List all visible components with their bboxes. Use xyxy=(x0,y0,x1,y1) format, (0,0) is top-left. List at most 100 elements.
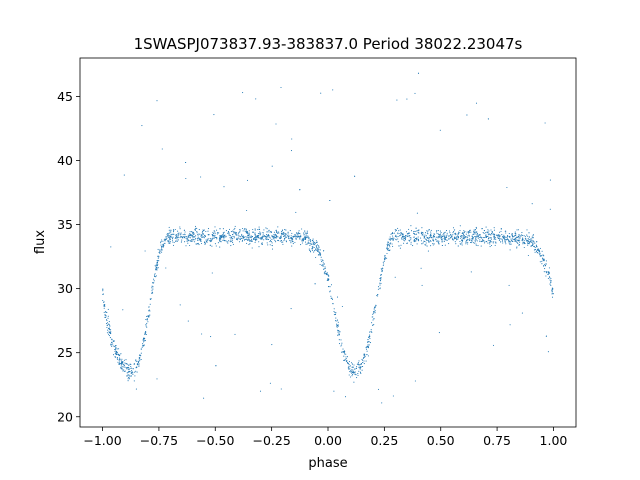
data-point xyxy=(306,232,309,234)
data-point xyxy=(153,280,155,282)
data-point xyxy=(412,245,414,247)
data-point xyxy=(338,339,340,341)
data-point xyxy=(115,347,117,350)
data-point xyxy=(304,241,307,243)
data-point xyxy=(547,273,549,275)
data-point xyxy=(516,246,518,248)
data-point xyxy=(279,235,282,237)
data-point xyxy=(283,235,285,237)
data-point xyxy=(432,237,434,239)
data-point xyxy=(344,396,347,398)
data-point xyxy=(410,243,412,245)
data-point xyxy=(207,228,210,230)
data-point xyxy=(408,235,410,237)
data-point xyxy=(354,368,356,370)
data-point xyxy=(491,231,493,233)
data-point xyxy=(268,236,270,238)
data-point xyxy=(351,369,353,371)
data-point xyxy=(487,239,489,241)
data-point xyxy=(238,237,240,239)
data-point xyxy=(363,356,365,358)
data-point xyxy=(126,372,128,374)
data-point xyxy=(311,243,313,245)
data-point xyxy=(304,236,306,238)
data-point xyxy=(523,235,525,237)
data-point xyxy=(127,376,130,378)
data-point xyxy=(245,236,247,238)
data-point xyxy=(109,325,111,327)
data-point xyxy=(420,240,422,242)
data-point xyxy=(114,349,116,351)
data-point xyxy=(227,240,230,242)
data-point xyxy=(191,236,194,238)
data-point xyxy=(454,233,456,235)
data-point xyxy=(487,231,489,233)
data-point xyxy=(504,236,506,238)
data-point xyxy=(358,366,360,368)
data-point xyxy=(477,235,479,238)
data-point xyxy=(317,250,319,252)
data-point xyxy=(493,227,495,229)
data-point xyxy=(158,256,160,258)
data-point xyxy=(200,176,202,178)
data-point xyxy=(245,238,247,240)
data-point xyxy=(267,234,269,236)
data-point xyxy=(487,242,489,244)
data-point xyxy=(193,231,195,234)
data-point xyxy=(505,243,507,245)
data-point xyxy=(120,360,122,362)
data-point xyxy=(475,102,478,104)
data-point xyxy=(273,234,275,236)
data-point xyxy=(315,245,317,247)
data-point xyxy=(387,244,389,246)
data-point xyxy=(431,237,433,239)
data-point xyxy=(521,234,524,236)
data-point xyxy=(142,339,144,341)
data-point xyxy=(444,236,446,238)
data-point xyxy=(291,138,293,140)
data-point xyxy=(277,236,279,238)
data-point xyxy=(424,238,426,240)
data-point xyxy=(161,246,163,248)
data-point xyxy=(276,232,279,234)
data-point xyxy=(474,236,476,238)
data-point xyxy=(238,241,241,243)
data-point xyxy=(511,238,513,240)
data-point xyxy=(146,322,148,324)
data-point xyxy=(267,244,269,246)
data-point xyxy=(443,232,445,234)
data-point xyxy=(387,247,389,250)
data-point xyxy=(403,242,405,244)
data-point xyxy=(283,234,285,236)
data-point xyxy=(307,240,309,242)
data-point xyxy=(531,203,533,205)
data-point xyxy=(495,242,497,244)
data-point xyxy=(107,308,109,310)
data-point xyxy=(471,240,473,242)
data-point xyxy=(304,232,306,234)
data-point xyxy=(152,282,154,284)
data-point xyxy=(530,245,532,247)
data-point xyxy=(475,238,477,240)
data-point xyxy=(207,230,209,232)
data-point xyxy=(294,234,296,236)
data-point xyxy=(521,232,523,234)
data-point xyxy=(549,283,551,285)
data-point xyxy=(167,235,169,237)
data-point xyxy=(223,235,225,237)
data-point xyxy=(266,234,268,236)
data-point xyxy=(201,236,203,238)
data-point xyxy=(485,236,488,238)
data-point xyxy=(345,358,347,360)
data-point xyxy=(531,241,533,244)
data-point xyxy=(316,247,318,249)
data-point xyxy=(169,237,171,239)
y-tick-label: 35 xyxy=(57,217,73,232)
data-point xyxy=(210,336,212,338)
data-point xyxy=(441,241,443,243)
data-point xyxy=(356,377,358,379)
data-point xyxy=(454,237,456,239)
data-point xyxy=(265,227,267,229)
data-point xyxy=(239,239,241,241)
data-point xyxy=(123,174,125,176)
